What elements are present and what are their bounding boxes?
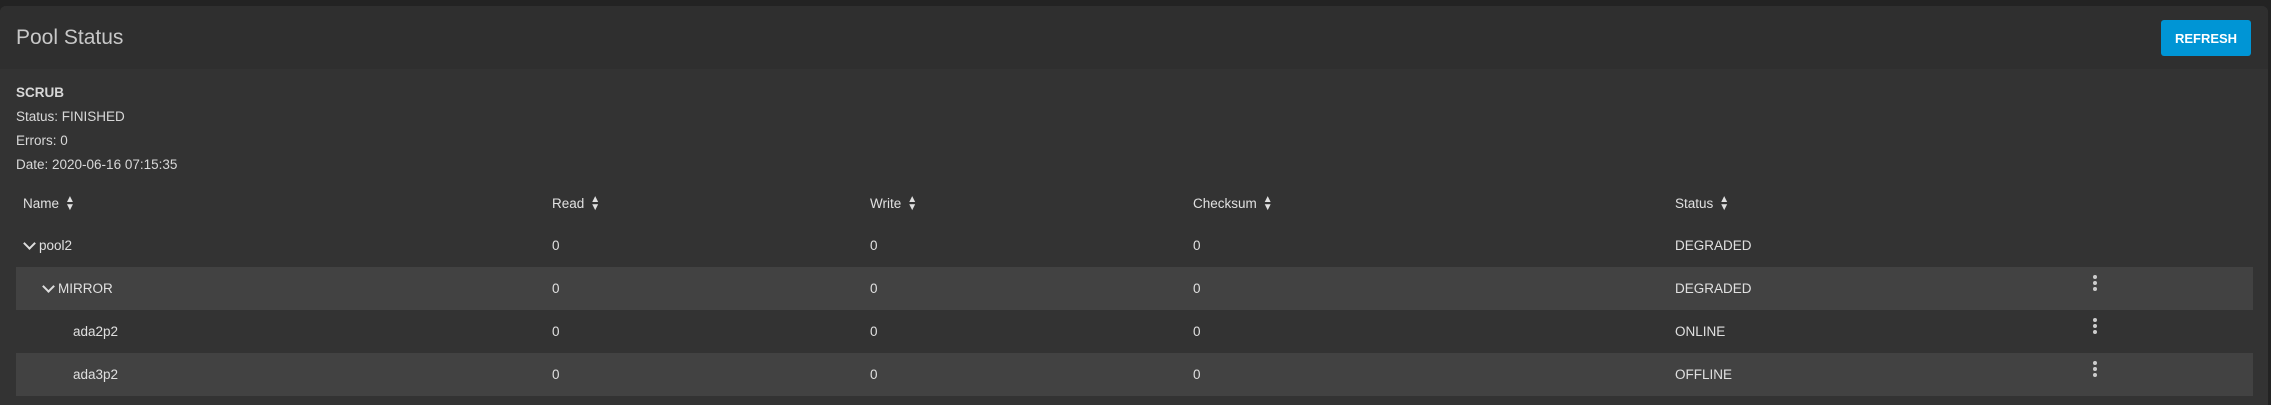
row-name: ada2p2 <box>73 324 119 339</box>
status-cell: DEGRADED <box>1675 238 1752 253</box>
column-label: Status <box>1675 196 1714 211</box>
row-name: pool2 <box>39 238 73 253</box>
scrub-date: Date: 2020-06-16 07:15:35 <box>16 157 178 172</box>
refresh-button[interactable]: REFRESH <box>2161 20 2251 56</box>
pool-status-card: Pool Status REFRESH SCRUB Status: FINISH… <box>0 6 2268 405</box>
column-header-checksum[interactable]: Checksum ▲ ▼ <box>1193 184 1273 224</box>
table-row[interactable]: pool2 0 0 0 DEGRADED <box>16 224 2253 267</box>
checksum-cell: 0 <box>1193 324 1201 339</box>
scrub-status: Status: FINISHED <box>16 109 125 124</box>
column-label: Checksum <box>1193 196 1257 211</box>
write-cell: 0 <box>870 238 878 253</box>
status-cell: ONLINE <box>1675 324 1726 339</box>
checksum-cell: 0 <box>1193 238 1201 253</box>
row-name: ada3p2 <box>73 367 119 382</box>
column-header-read[interactable]: Read ▲ ▼ <box>552 184 600 224</box>
checksum-cell: 0 <box>1193 367 1201 382</box>
sort-icon[interactable]: ▲ ▼ <box>65 194 75 214</box>
sort-icon[interactable]: ▲ ▼ <box>590 194 601 214</box>
sort-icon[interactable]: ▲ ▼ <box>1262 194 1273 214</box>
write-cell: 0 <box>870 367 878 382</box>
table-header: Name ▲ ▼ Read ▲ ▼ Write ▲ ▼ Checksum ▲ ▼ Status ▲… <box>16 184 2253 224</box>
column-label: Read <box>552 196 585 211</box>
table-row[interactable]: MIRROR 0 0 0 DEGRADED <box>16 267 2253 310</box>
read-cell: 0 <box>552 367 560 382</box>
chevron-down-icon[interactable] <box>42 280 55 294</box>
read-cell: 0 <box>552 324 560 339</box>
card-header: Pool Status REFRESH <box>0 6 2268 69</box>
more-vert-icon[interactable] <box>2090 275 2100 293</box>
scrub-info: SCRUB Status: FINISHED Errors: 0 Date: 2… <box>16 81 177 177</box>
status-cell: OFFLINE <box>1675 367 1733 382</box>
more-vert-icon[interactable] <box>2090 318 2100 336</box>
pool-table: Name ▲ ▼ Read ▲ ▼ Write ▲ ▼ Checksum ▲ ▼ Status ▲… <box>16 184 2253 396</box>
write-cell: 0 <box>870 324 878 339</box>
sort-icon[interactable]: ▲ ▼ <box>1719 194 1730 214</box>
page-title: Pool Status <box>16 26 124 49</box>
column-label: Write <box>870 196 902 211</box>
column-label: Name <box>23 196 60 211</box>
read-cell: 0 <box>552 281 560 296</box>
row-name: MIRROR <box>58 281 113 296</box>
checksum-cell: 0 <box>1193 281 1201 296</box>
column-header-write[interactable]: Write ▲ ▼ <box>870 184 917 224</box>
scrub-heading: SCRUB <box>16 85 65 100</box>
status-cell: DEGRADED <box>1675 281 1752 296</box>
table-row[interactable]: ada2p2 0 0 0 ONLINE <box>16 310 2253 353</box>
name-cell: MIRROR <box>42 267 113 310</box>
read-cell: 0 <box>552 238 560 253</box>
scrub-errors: Errors: 0 <box>16 133 68 148</box>
table-row[interactable]: ada3p2 0 0 0 OFFLINE <box>16 353 2253 396</box>
write-cell: 0 <box>870 281 878 296</box>
column-header-name[interactable]: Name ▲ ▼ <box>23 184 75 224</box>
column-header-status[interactable]: Status ▲ ▼ <box>1675 184 1729 224</box>
sort-icon[interactable]: ▲ ▼ <box>907 194 918 214</box>
name-cell: pool2 <box>23 224 72 267</box>
chevron-down-icon[interactable] <box>23 237 36 251</box>
more-vert-icon[interactable] <box>2090 361 2100 379</box>
